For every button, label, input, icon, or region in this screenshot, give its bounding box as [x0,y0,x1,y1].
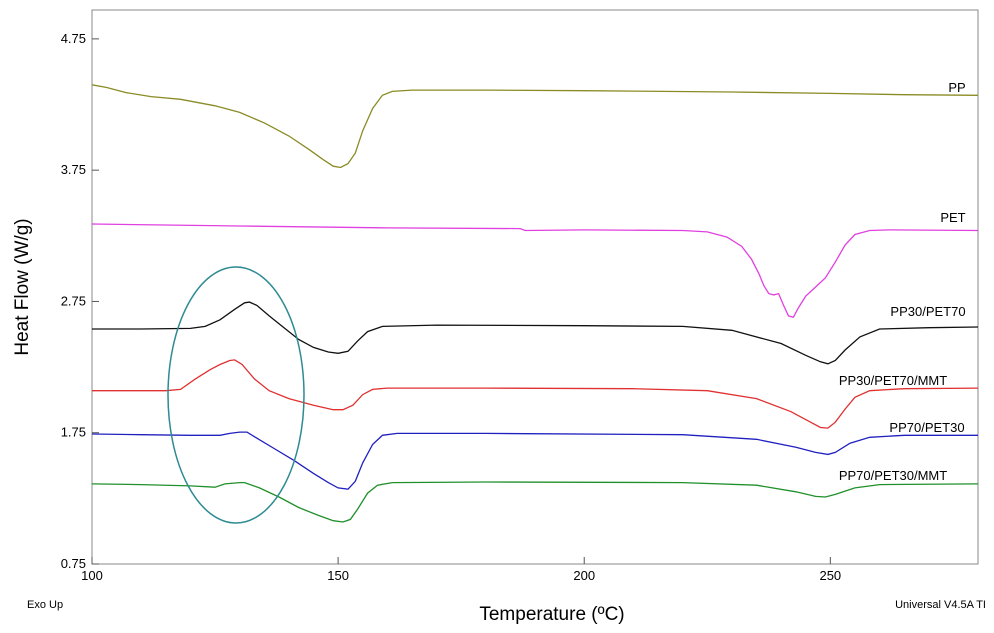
series-line-pp30-pet70 [92,301,979,365]
x-tick-label-2: 200 [573,568,595,583]
series-line-pp70-pet30 [91,431,978,490]
exo-up-note: Exo Up [27,599,63,611]
series-label-pp70-pet30: PP70/PET30 [889,420,964,435]
x-tick-label-3: 250 [819,568,841,583]
series-line-pet [91,223,979,318]
highlight-ellipse [167,266,305,524]
series-label-pp30-pet70: PP30/PET70 [890,304,965,319]
x-axis-title: Temperature (ºC) [479,604,624,625]
series-line-pp [91,84,979,169]
y-tick-label-2: 2.75 [61,293,86,308]
y-tick-label-3: 3.75 [61,162,86,177]
series-group [91,84,979,523]
series-label-pp70-pet30-mmt: PP70/PET30/MMT [839,468,947,483]
y-tick-label-4: 4.75 [61,31,86,46]
series-line-pp70-pet30-mmt [91,481,979,523]
y-axis: 0.75 1.75 2.75 3.75 4.75 [61,31,99,571]
y-tick-label-0: 0.75 [61,556,86,571]
software-version-note: Universal V4.5A TI [895,599,986,611]
x-axis: 100 150 200 250 [81,557,841,583]
y-tick-label-1: 1.75 [61,425,86,440]
x-tick-label-1: 150 [327,568,349,583]
series-label-pet: PET [940,210,965,225]
plot-frame [91,9,979,565]
series-label-pp30-pet70-mmt: PP30/PET70/MMT [839,373,947,388]
x-tick-label-0: 100 [81,568,103,583]
y-axis-title: Heat Flow (W/g) [12,218,33,355]
series-line-pp30-pet70-mmt [92,359,979,429]
series-label-pp: PP [948,80,965,95]
series-labels: PP PET PP30/PET70 PP30/PET70/MMT PP70/PET30 P… [839,80,966,483]
